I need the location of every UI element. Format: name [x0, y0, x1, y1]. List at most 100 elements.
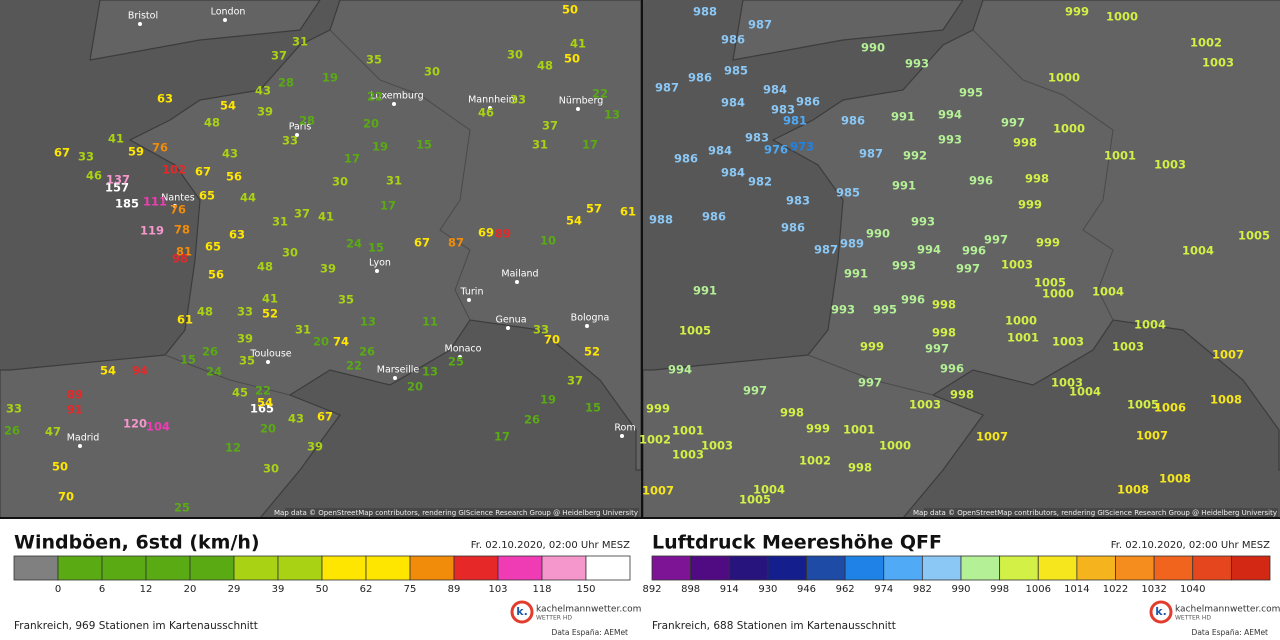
legend-label: 930	[758, 584, 777, 595]
station-value: 76	[152, 141, 168, 155]
station-value: 1005	[679, 324, 711, 338]
station-value: 33	[237, 305, 253, 319]
station-value: 999	[1018, 198, 1042, 212]
city-dot	[467, 298, 471, 302]
station-value: 984	[763, 83, 787, 97]
station-value: 89	[495, 227, 511, 241]
panel-title: Luftdruck Meereshöhe QFF	[652, 532, 942, 554]
station-value: 993	[911, 215, 935, 229]
city-dot	[78, 444, 82, 448]
legend-label: 6	[99, 584, 105, 595]
station-value: 13	[360, 315, 376, 329]
city-dot	[173, 204, 177, 208]
legend-swatch	[960, 555, 1001, 581]
city-dot	[223, 18, 227, 22]
legend-swatch	[541, 555, 587, 581]
station-value: 1008	[1159, 472, 1191, 486]
station-value: 67	[54, 146, 70, 160]
station-value: 986	[721, 33, 745, 47]
station-value: 39	[307, 440, 323, 454]
station-value: 31	[272, 215, 288, 229]
station-value: 1003	[672, 448, 704, 462]
legend-label: 118	[532, 584, 551, 595]
legend-label: 914	[720, 584, 739, 595]
station-value: 1003	[1052, 335, 1084, 349]
station-value: 992	[903, 149, 927, 163]
legend-swatch	[277, 555, 323, 581]
station-value: 22	[255, 384, 271, 398]
legend-swatch	[453, 555, 499, 581]
station-value: 15	[180, 353, 196, 367]
station-value: 26	[4, 424, 20, 438]
city-label: Genua	[495, 315, 526, 326]
city-label: Monaco	[445, 344, 482, 355]
station-value: 47	[45, 425, 61, 439]
station-value: 91	[67, 403, 83, 417]
station-value: 996	[940, 362, 964, 376]
legend-swatch	[767, 555, 807, 581]
station-value: 991	[844, 267, 868, 281]
station-value: 46	[478, 106, 494, 120]
city-label: Paris	[289, 122, 312, 133]
legend-swatch	[844, 555, 885, 581]
city-label: Toulouse	[249, 349, 291, 360]
station-value: 48	[257, 260, 273, 274]
legend-label: 990	[951, 584, 970, 595]
station-value: 983	[786, 194, 810, 208]
station-value: 997	[743, 384, 767, 398]
data-credit: Data España: AEMet	[1192, 628, 1269, 637]
station-value: 81	[176, 245, 192, 259]
station-value: 986	[796, 95, 820, 109]
station-value: 983	[771, 103, 795, 117]
station-value: 1006	[1154, 401, 1186, 415]
station-value: 25	[174, 501, 190, 515]
station-value: 13	[604, 108, 620, 122]
station-value: 104	[146, 420, 170, 434]
station-value: 1002	[799, 454, 831, 468]
city-label: Lyon	[369, 258, 391, 269]
station-value: 50	[52, 460, 68, 474]
station-value: 30	[424, 65, 440, 79]
panel-footer: Frankreich, 688 Stationen im Kartenaussc…	[652, 620, 896, 632]
attribution: Map data © OpenStreetMap contributors, r…	[913, 509, 1277, 517]
station-value: 1002	[639, 433, 671, 447]
legend-label: 12	[140, 584, 153, 595]
station-value: 984	[721, 96, 745, 110]
legend-swatch	[409, 555, 455, 581]
station-value: 43	[222, 147, 238, 161]
legend-label: 39	[272, 584, 285, 595]
station-value: 996	[969, 174, 993, 188]
station-value: 63	[157, 92, 173, 106]
station-value: 996	[962, 244, 986, 258]
station-value: 986	[841, 114, 865, 128]
legend-swatch	[921, 555, 962, 581]
legend-swatch	[13, 555, 59, 581]
station-value: 35	[366, 53, 382, 67]
station-value: 33	[78, 150, 94, 164]
station-value: 997	[956, 262, 980, 276]
station-value: 67	[195, 165, 211, 179]
station-value: 994	[668, 363, 692, 377]
legend-label: 898	[681, 584, 700, 595]
legend-label: 1006	[1026, 584, 1051, 595]
station-value: 39	[257, 105, 273, 119]
legend-swatch	[690, 555, 730, 581]
legend-swatch	[806, 555, 846, 581]
station-value: 1004	[1092, 285, 1124, 299]
city-label: Turin	[460, 287, 484, 298]
station-value: 48	[197, 305, 213, 319]
station-value: 987	[655, 81, 679, 95]
station-value: 24	[206, 365, 222, 379]
city-dot	[392, 102, 396, 106]
station-value: 24	[346, 237, 362, 251]
station-value: 1003	[1154, 158, 1186, 172]
station-value: 994	[917, 243, 941, 257]
station-value: 185	[115, 197, 139, 211]
station-value: 37	[294, 207, 310, 221]
city-dot	[295, 133, 299, 137]
panel-footer: Frankreich, 969 Stationen im Kartenaussc…	[14, 620, 258, 632]
city-dot	[585, 324, 589, 328]
station-value: 1007	[1136, 429, 1168, 443]
station-value: 54	[220, 99, 236, 113]
